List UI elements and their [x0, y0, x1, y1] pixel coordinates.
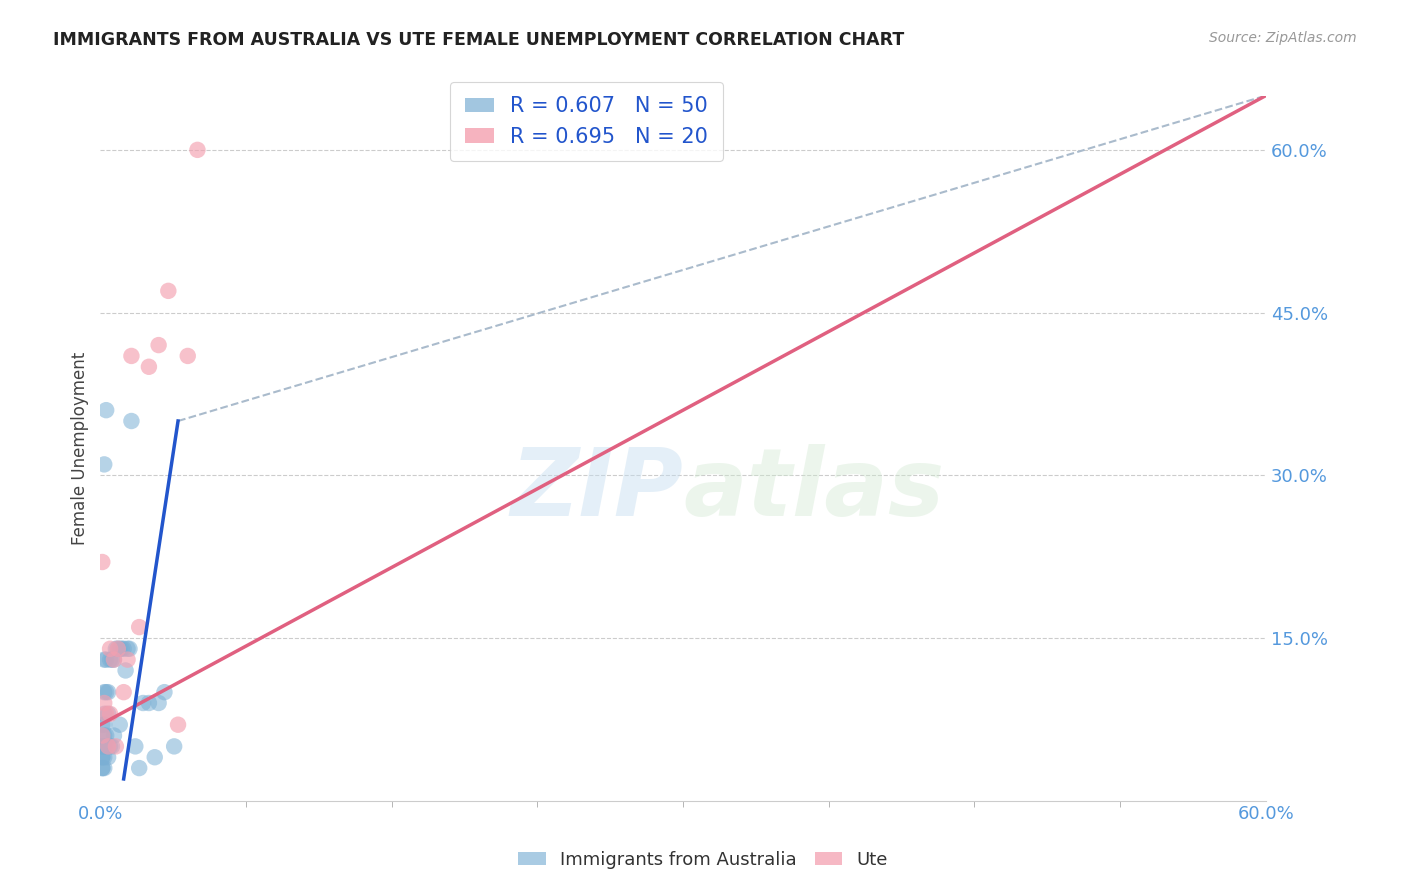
Point — [167, 717, 190, 731]
Point — [93, 750, 115, 764]
Point — [96, 685, 118, 699]
Point — [93, 696, 115, 710]
Point — [93, 729, 115, 743]
Point — [91, 729, 114, 743]
Point — [114, 664, 136, 678]
Point — [124, 739, 146, 754]
Point — [118, 641, 141, 656]
Legend: Immigrants from Australia, Ute: Immigrants from Australia, Ute — [512, 844, 894, 876]
Point — [97, 685, 120, 699]
Point — [128, 761, 150, 775]
Text: IMMIGRANTS FROM AUSTRALIA VS UTE FEMALE UNEMPLOYMENT CORRELATION CHART: IMMIGRANTS FROM AUSTRALIA VS UTE FEMALE … — [53, 31, 904, 49]
Point — [148, 338, 170, 352]
Point — [132, 696, 155, 710]
Point — [91, 729, 114, 743]
Point — [157, 284, 180, 298]
Point — [112, 685, 135, 699]
Point — [98, 652, 121, 666]
Point — [112, 641, 135, 656]
Point — [117, 652, 139, 666]
Point — [97, 739, 120, 754]
Point — [103, 652, 125, 666]
Point — [93, 458, 115, 472]
Point — [104, 641, 127, 656]
Point — [91, 739, 114, 754]
Point — [97, 750, 120, 764]
Point — [98, 706, 121, 721]
Point — [103, 652, 125, 666]
Point — [103, 729, 125, 743]
Point — [91, 761, 114, 775]
Text: atlas: atlas — [683, 444, 945, 536]
Point — [107, 641, 129, 656]
Text: Source: ZipAtlas.com: Source: ZipAtlas.com — [1209, 31, 1357, 45]
Point — [93, 706, 115, 721]
Point — [104, 739, 127, 754]
Point — [107, 641, 129, 656]
Y-axis label: Female Unemployment: Female Unemployment — [72, 351, 89, 545]
Point — [128, 620, 150, 634]
Point — [148, 696, 170, 710]
Point — [91, 761, 114, 775]
Point — [117, 641, 139, 656]
Point — [120, 349, 142, 363]
Point — [93, 717, 115, 731]
Point — [91, 750, 114, 764]
Point — [101, 652, 124, 666]
Point — [177, 349, 200, 363]
Point — [143, 750, 166, 764]
Point — [138, 696, 160, 710]
Point — [96, 403, 118, 417]
Point — [91, 739, 114, 754]
Point — [93, 739, 115, 754]
Point — [96, 729, 118, 743]
Point — [111, 641, 134, 656]
Point — [96, 652, 118, 666]
Point — [98, 739, 121, 754]
Point — [96, 706, 118, 721]
Point — [108, 641, 131, 656]
Legend: R = 0.607   N = 50, R = 0.695   N = 20: R = 0.607 N = 50, R = 0.695 N = 20 — [450, 81, 723, 161]
Point — [98, 641, 121, 656]
Point — [120, 414, 142, 428]
Point — [108, 717, 131, 731]
Point — [93, 685, 115, 699]
Point — [91, 555, 114, 569]
Point — [101, 739, 124, 754]
Point — [138, 359, 160, 374]
Point — [93, 652, 115, 666]
Point — [91, 717, 114, 731]
Point — [97, 706, 120, 721]
Text: ZIP: ZIP — [510, 444, 683, 536]
Point — [97, 739, 120, 754]
Point — [163, 739, 186, 754]
Point — [96, 739, 118, 754]
Point — [153, 685, 176, 699]
Point — [91, 750, 114, 764]
Point — [93, 761, 115, 775]
Point — [186, 143, 208, 157]
